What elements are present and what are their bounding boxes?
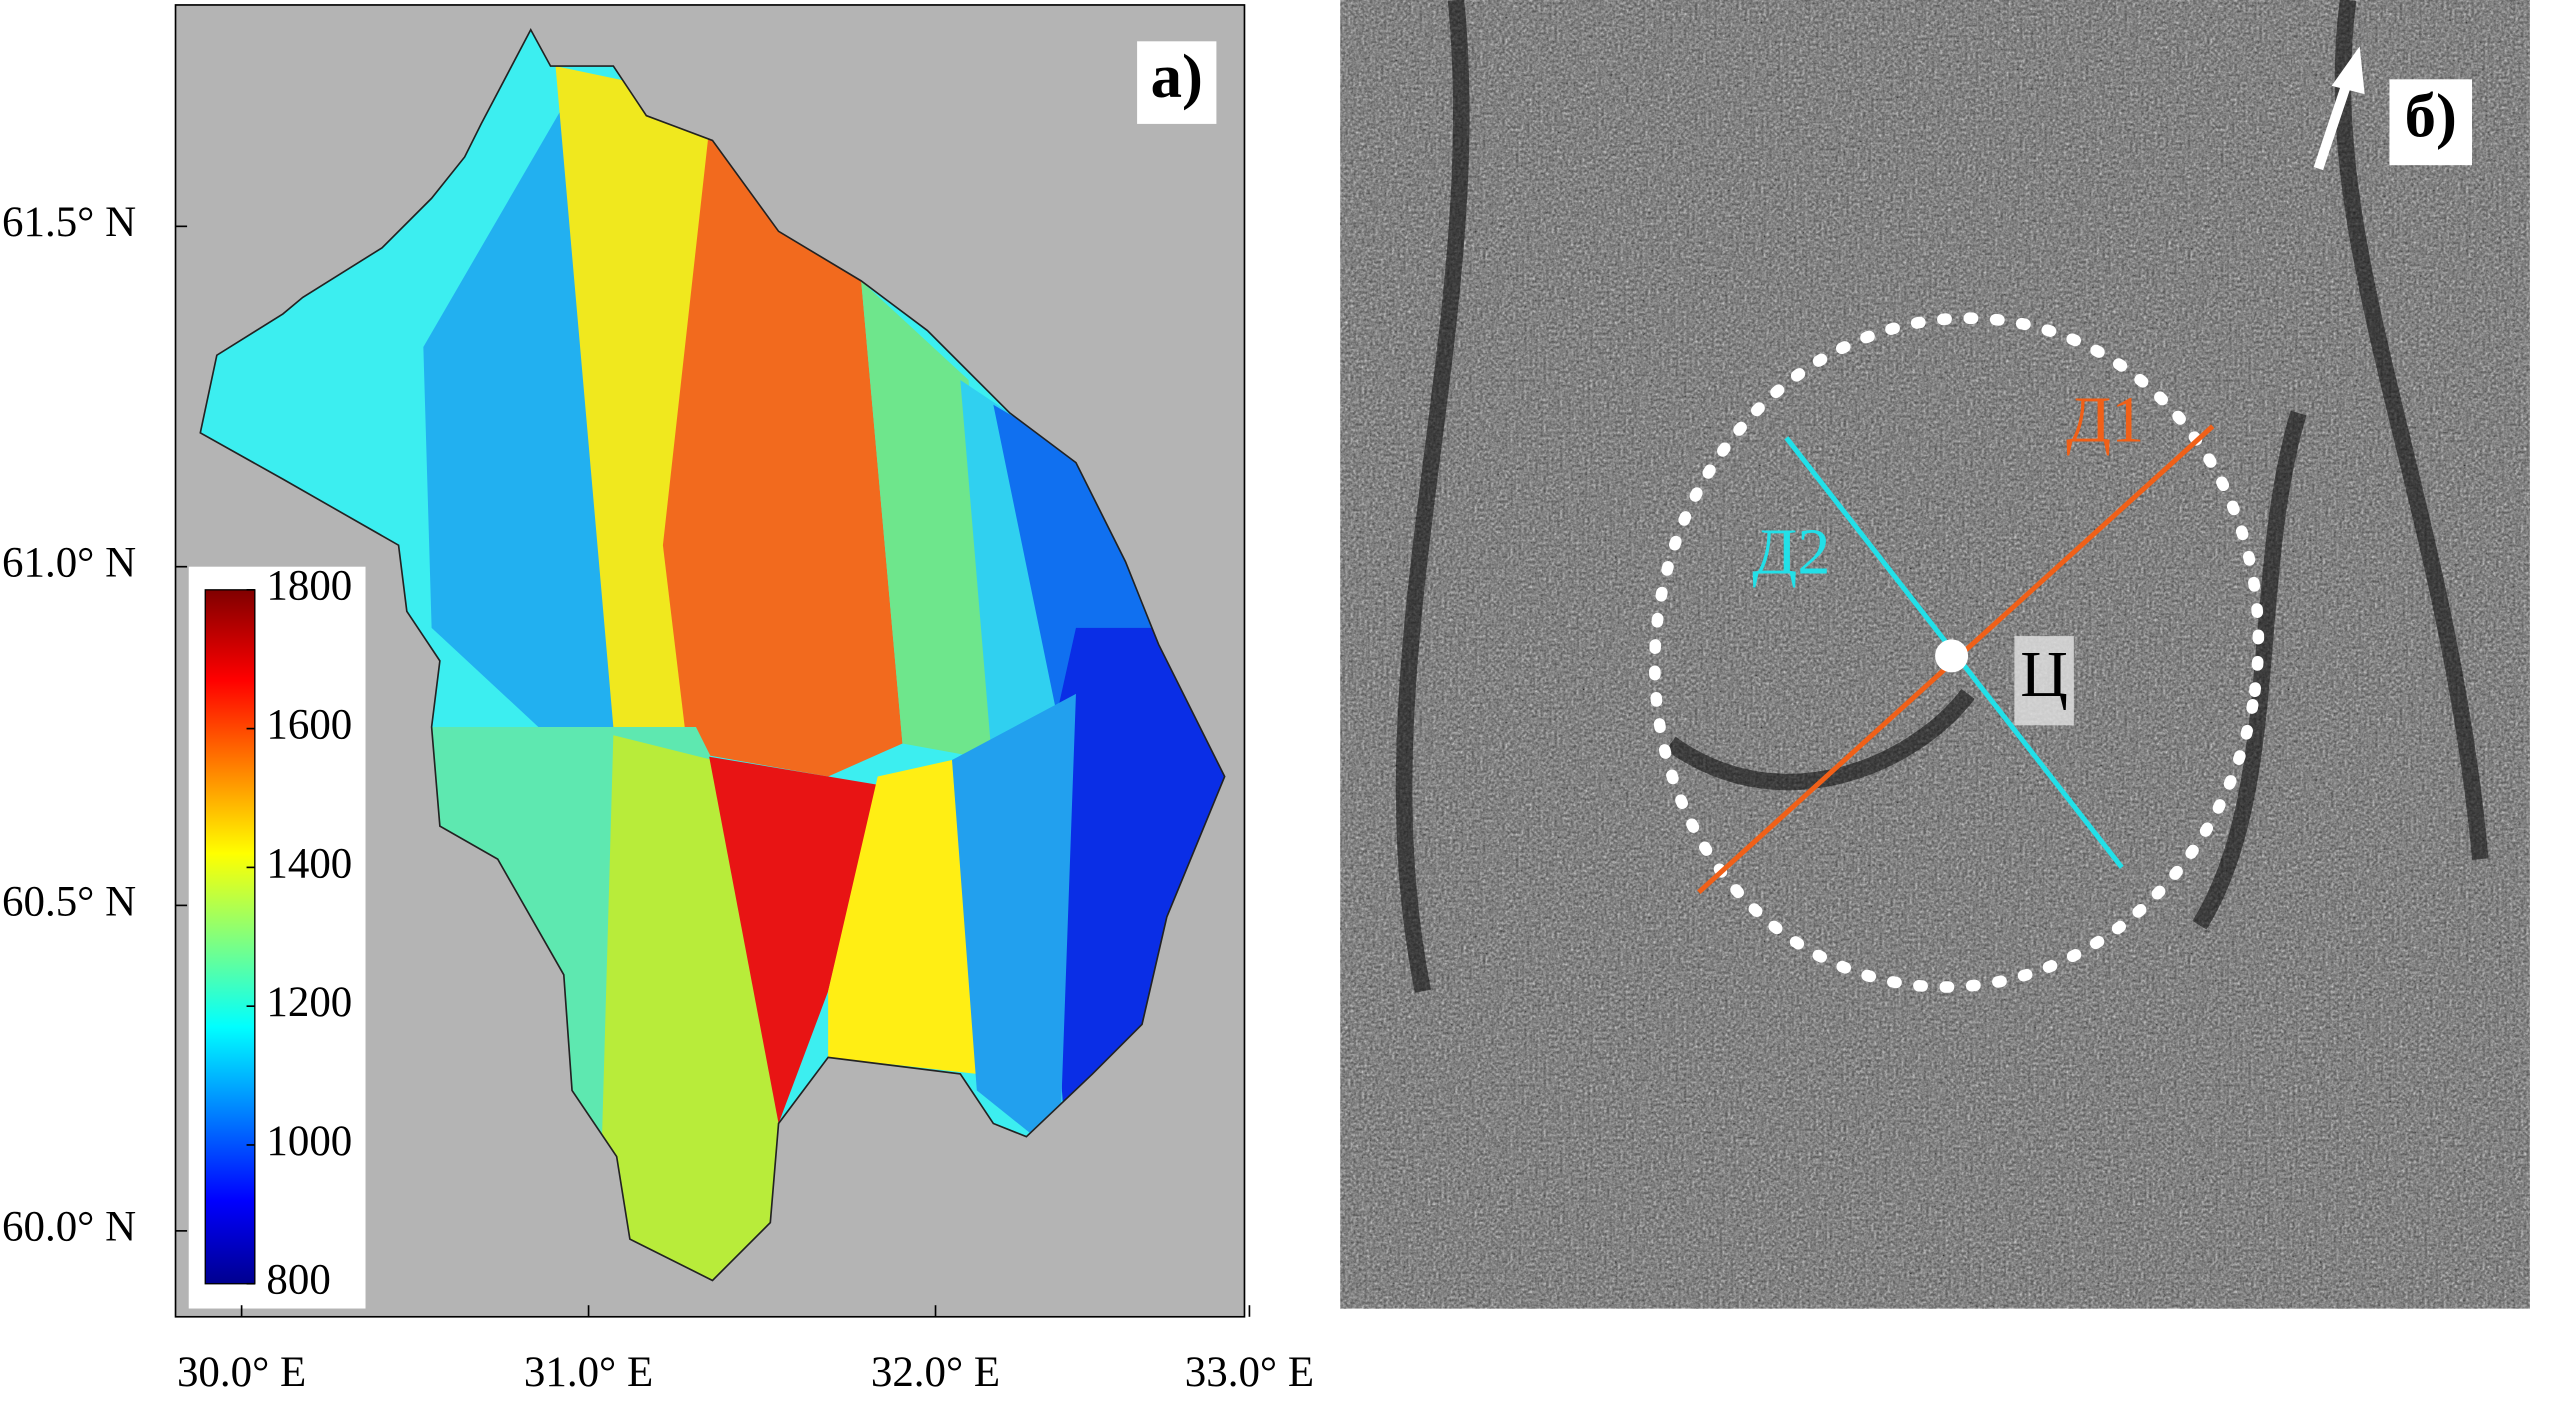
- north-arrow: [2313, 77, 2353, 171]
- center-label: Ц: [2020, 638, 2068, 711]
- lon-label: 31.0° E: [524, 1349, 653, 1396]
- panel-label-box: [1137, 41, 1217, 124]
- diameter-1-label: Д1: [2066, 383, 2144, 456]
- lon-label: 33.0° E: [1185, 1349, 1314, 1396]
- panel-label: a): [1151, 41, 1203, 111]
- lat-label: 61.0° N: [2, 540, 136, 587]
- dark-features: [1395, 0, 2489, 993]
- lat-label: 61.5° N: [2, 199, 136, 246]
- colorbar-tick-label: 1600: [266, 701, 352, 748]
- lat-label: 60.0° N: [2, 1204, 136, 1251]
- colorbar-tick-label: 1000: [266, 1118, 352, 1165]
- panel-b: Д1 Д2 Ц б): [1340, 0, 2530, 1309]
- panel-label-box: [2389, 79, 2473, 166]
- center-label-box: [2014, 636, 2074, 726]
- colorbar-tick-label: 1200: [266, 979, 352, 1026]
- colorbar-tick-label: 1800: [266, 563, 352, 610]
- eddy-outline: [1648, 312, 2265, 993]
- panel-label: б): [2405, 81, 2457, 151]
- colorbar-tick-label: 1400: [266, 840, 352, 887]
- lake-shore: [199, 27, 1226, 1282]
- north-arrow-head: [2331, 46, 2365, 95]
- colorbar-tick-label: 800: [266, 1257, 330, 1304]
- colorbar: [204, 589, 256, 1285]
- lat-label: 60.5° N: [2, 878, 136, 925]
- panel-a: a): [174, 4, 1246, 1318]
- center-point: [1935, 639, 1969, 673]
- lon-label: 30.0° E: [177, 1349, 306, 1396]
- sar-texture: [1340, 0, 2530, 1309]
- diameter-2-label: Д2: [1752, 516, 1830, 589]
- lon-label: 32.0° E: [871, 1349, 1000, 1396]
